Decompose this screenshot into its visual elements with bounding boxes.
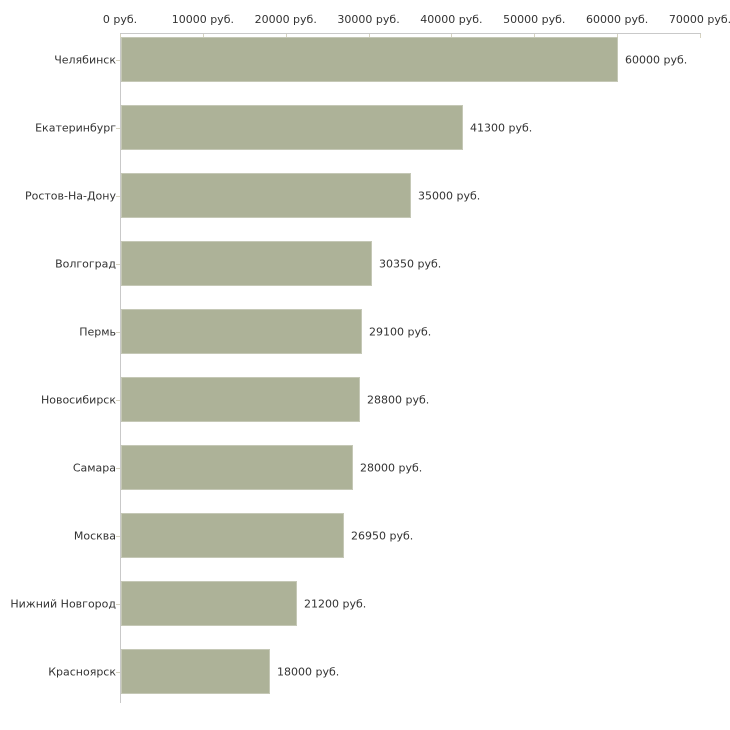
bar [121, 445, 353, 490]
bar [121, 105, 463, 150]
category-label: Новосибирск [40, 393, 116, 406]
x-axis-tick-label: 20000 руб. [254, 13, 317, 26]
x-axis-line [120, 33, 701, 34]
bar [121, 309, 362, 354]
y-axis-tick-mark [116, 331, 120, 333]
category-label: Нижний Новгород [10, 597, 116, 610]
x-axis-tick-label: 60000 руб. [586, 13, 649, 26]
bar-value-label: 29100 руб. [369, 325, 432, 338]
y-axis-tick-mark [116, 127, 120, 129]
category-label: Челябинск [54, 53, 116, 66]
y-axis-tick-mark [116, 671, 120, 673]
y-axis-tick-mark [116, 195, 120, 197]
x-axis-tick-mark [534, 34, 536, 38]
y-axis-tick-mark [116, 399, 120, 401]
x-axis-tick-mark [120, 34, 121, 38]
bar-value-label: 35000 руб. [418, 189, 481, 202]
x-axis-tick-label: 70000 руб. [668, 13, 730, 26]
bar-value-label: 60000 руб. [625, 53, 688, 66]
category-label: Екатеринбург [35, 121, 116, 134]
x-axis-tick-label: 10000 руб. [171, 13, 234, 26]
bar [121, 173, 411, 218]
bar [121, 377, 360, 422]
bar-value-label: 26950 руб. [351, 529, 414, 542]
category-label: Волгоград [55, 257, 116, 270]
category-label: Москва [73, 529, 116, 542]
bar-value-label: 28800 руб. [367, 393, 430, 406]
bar-value-label: 30350 руб. [379, 257, 442, 270]
x-axis-tick-mark [617, 34, 619, 38]
x-axis-tick-label: 30000 руб. [337, 13, 400, 26]
x-axis-tick-mark [202, 34, 204, 38]
bar [121, 649, 270, 694]
category-label: Ростов-На-Дону [24, 189, 116, 202]
y-axis-tick-mark [116, 59, 120, 61]
category-label: Пермь [79, 325, 116, 338]
y-axis-tick-mark [116, 603, 120, 605]
y-axis-tick-mark [116, 467, 120, 469]
x-axis-tick-label: 50000 руб. [503, 13, 566, 26]
category-label: Самара [72, 461, 116, 474]
bar [121, 513, 344, 558]
x-axis-tick-label: 0 руб. [102, 13, 138, 26]
bar-value-label: 41300 руб. [470, 121, 533, 134]
category-label: Красноярск [48, 665, 116, 678]
x-axis-tick-mark [368, 34, 370, 38]
bar [121, 241, 372, 286]
bar [121, 581, 297, 626]
x-axis-tick-mark [451, 34, 453, 38]
x-axis-tick-label: 40000 руб. [420, 13, 483, 26]
x-axis-tick-mark [285, 34, 287, 38]
bar [121, 37, 618, 82]
y-axis-tick-mark [116, 263, 120, 265]
bar-value-label: 21200 руб. [304, 597, 367, 610]
bar-value-label: 18000 руб. [277, 665, 340, 678]
y-axis-tick-mark [116, 535, 120, 537]
y-axis-line [120, 33, 121, 703]
x-axis-tick-mark [700, 34, 701, 38]
bar-value-label: 28000 руб. [360, 461, 423, 474]
